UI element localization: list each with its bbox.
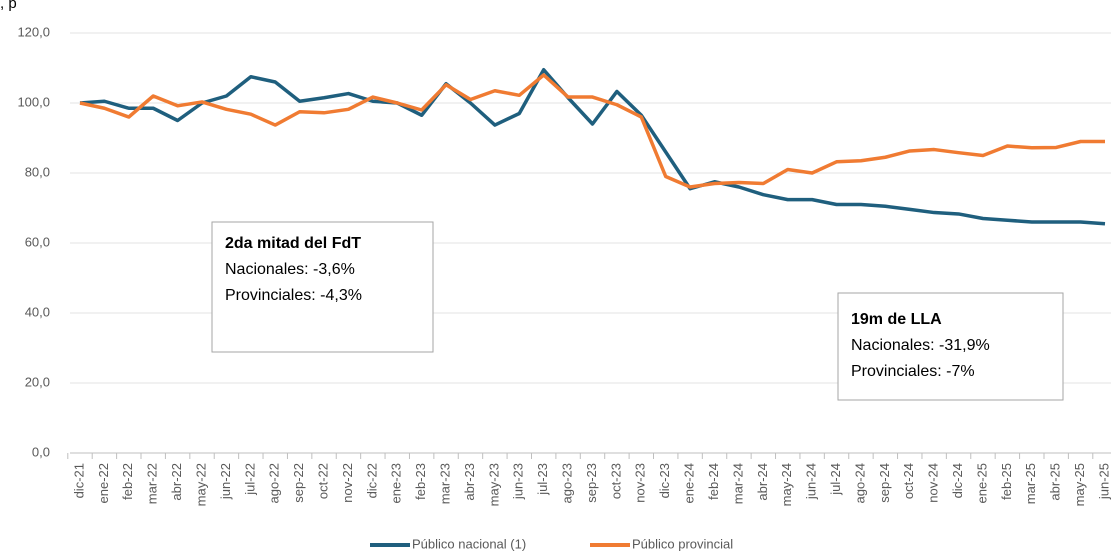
- x-tick-label: ene-25: [974, 463, 989, 503]
- x-tick-label: abr-24: [755, 463, 770, 501]
- annotation-line: Nacionales: -3,6%: [225, 261, 355, 278]
- x-tick-label: may-25: [1072, 463, 1087, 506]
- x-tick-label: feb-24: [706, 463, 721, 500]
- x-tick-label: oct-23: [608, 463, 623, 499]
- x-tick-label: ene-24: [682, 463, 697, 503]
- x-tick-label: ago-23: [560, 463, 575, 503]
- annotation-box: [211, 221, 434, 353]
- x-tick-label: abr-22: [169, 463, 184, 501]
- x-tick-label: feb-25: [999, 463, 1014, 500]
- x-tick-label: feb-23: [413, 463, 428, 500]
- series-line: [79, 73, 1105, 189]
- y-tick-label: 60,0: [25, 234, 50, 249]
- x-tick-label: mar-23: [438, 463, 453, 504]
- x-tick-label: jun-22: [218, 463, 233, 500]
- annotation-line: Provinciales: -4,3%: [225, 287, 362, 304]
- x-tick-label: oct-24: [901, 463, 916, 499]
- x-tick-label: ago-22: [267, 463, 282, 503]
- x-tick-label: dic-24: [950, 463, 965, 498]
- x-tick-label: may-23: [486, 463, 501, 506]
- x-tick-label: sep-24: [877, 463, 892, 503]
- x-tick-label: abr-25: [1048, 463, 1063, 501]
- series-line: [79, 68, 1106, 226]
- x-tick-label: ene-22: [96, 463, 111, 503]
- x-tick-label: jun-25: [1096, 463, 1111, 500]
- legend-label: Público nacional (1): [412, 536, 526, 551]
- x-tick-label: ene-23: [389, 463, 404, 503]
- y-tick-label: 120,0: [17, 24, 50, 39]
- y-tick-label: 20,0: [25, 374, 50, 389]
- annotation-title: 2da mitad del FdT: [225, 235, 361, 252]
- y-tick-label: 80,0: [25, 164, 50, 179]
- x-tick-label: jun-23: [511, 463, 526, 500]
- x-tick-label: ago-24: [852, 463, 867, 503]
- annotation: 19m de LLA Nacionales: -31,9% Provinciales…: [837, 292, 1064, 401]
- legend-label: Público provincial: [632, 536, 733, 551]
- y-tick-label: 40,0: [25, 304, 50, 319]
- title-fragment: , p: [0, 0, 17, 12]
- x-tick-label: mar-25: [1023, 463, 1038, 504]
- x-tick-label: may-22: [193, 463, 208, 506]
- x-tick-label: jul-22: [242, 463, 257, 496]
- y-tick-label: 100,0: [17, 94, 50, 109]
- x-tick-label: abr-23: [462, 463, 477, 501]
- annotation-title: 19m de LLA: [851, 311, 942, 328]
- x-tick-label: dic-21: [71, 463, 86, 498]
- x-tick-label: jul-23: [535, 463, 550, 496]
- x-tick-label: oct-22: [315, 463, 330, 499]
- x-tick-label: mar-24: [730, 463, 745, 504]
- x-tick-label: dic-22: [364, 463, 379, 498]
- x-tick-label: mar-22: [145, 463, 160, 504]
- y-tick-label: 0,0: [32, 444, 50, 459]
- annotation-line: Nacionales: -31,9%: [851, 337, 990, 354]
- x-tick-label: nov-24: [926, 463, 941, 503]
- x-tick-label: sep-23: [584, 463, 599, 503]
- x-tick-label: may-24: [779, 463, 794, 506]
- x-tick-label: feb-22: [120, 463, 135, 500]
- x-tick-label: nov-23: [633, 463, 648, 503]
- x-tick-label: sep-22: [291, 463, 306, 503]
- x-tick-label: nov-22: [340, 463, 355, 503]
- x-tick-label: jun-24: [804, 463, 819, 500]
- x-tick-label: jul-24: [828, 463, 843, 496]
- annotation-line: Provinciales: -7%: [851, 363, 975, 380]
- x-tick-label: dic-23: [657, 463, 672, 498]
- annotation: 2da mitad del FdT Nacionales: -3,6% Provin…: [211, 221, 434, 353]
- annotation-box: [837, 292, 1064, 401]
